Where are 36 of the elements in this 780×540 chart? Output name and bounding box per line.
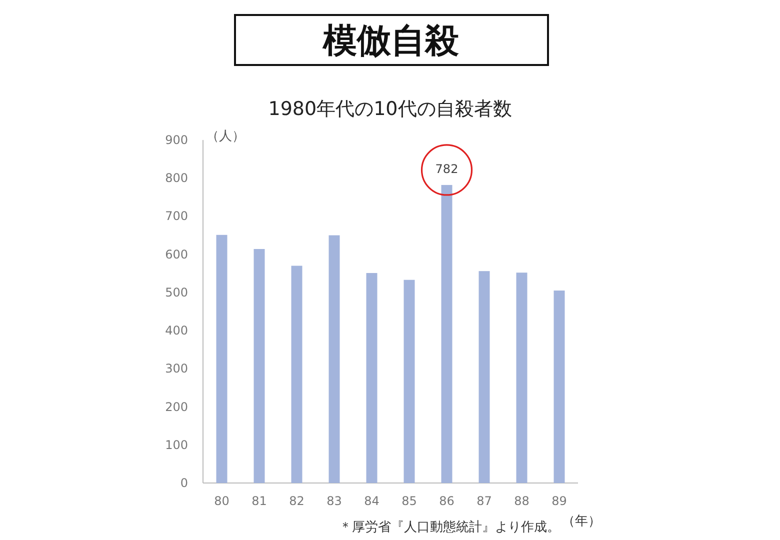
x-tick-label: 86 xyxy=(439,494,454,508)
bar xyxy=(254,249,265,483)
x-tick-label: 89 xyxy=(552,494,567,508)
data-label: 782 xyxy=(435,162,458,176)
x-tick-label: 82 xyxy=(289,494,304,508)
y-tick-label: 300 xyxy=(165,362,188,376)
x-tick-label: 84 xyxy=(364,494,380,508)
bar xyxy=(291,266,302,483)
bar xyxy=(328,235,340,483)
x-tick-label: 87 xyxy=(476,494,492,508)
x-tick-label: 85 xyxy=(402,494,417,508)
chart-subtitle: 1980年代の10代の自殺者数 xyxy=(268,98,512,120)
y-tick-label: 0 xyxy=(180,476,188,490)
chart-title: 模倣自殺 xyxy=(322,21,459,61)
bar xyxy=(366,273,378,483)
x-tick-label: 81 xyxy=(252,494,267,508)
y-tick-label: 500 xyxy=(165,285,188,300)
x-axis-title: （年） xyxy=(562,514,601,529)
y-tick-label: 800 xyxy=(165,171,188,186)
bar xyxy=(554,290,565,483)
bar xyxy=(404,280,415,483)
y-tick-label: 400 xyxy=(165,324,188,338)
text: ＊厚労省『人口動態統計』より作成。 xyxy=(339,520,560,535)
y-tick-label: 600 xyxy=(165,247,188,262)
y-tick-label: 700 xyxy=(165,209,188,224)
bar xyxy=(216,234,228,483)
bar xyxy=(516,272,528,483)
y-tick-label: 900 xyxy=(165,133,188,147)
y-tick-label: 200 xyxy=(165,400,188,414)
y-axis-title: （人） xyxy=(206,129,245,144)
x-tick-label: 83 xyxy=(326,494,342,508)
bar xyxy=(441,184,452,483)
bar xyxy=(478,271,490,483)
y-tick-label: 100 xyxy=(165,438,188,452)
x-tick-label: 80 xyxy=(214,494,230,508)
x-tick-label: 88 xyxy=(514,494,530,508)
